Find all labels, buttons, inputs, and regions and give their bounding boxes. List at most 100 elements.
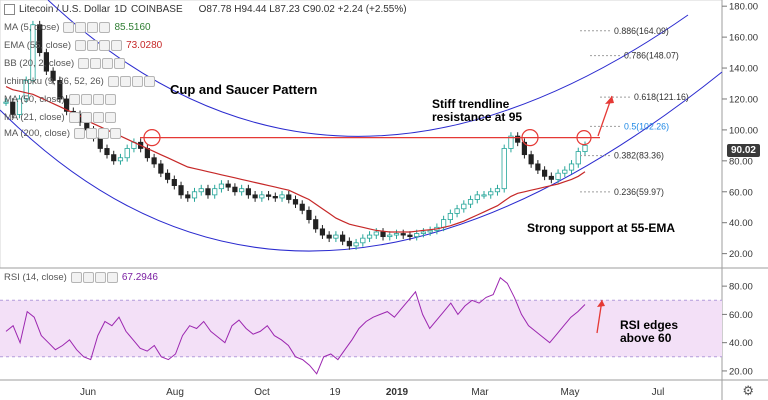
candle-body bbox=[259, 194, 265, 199]
resistance-touch-circle bbox=[143, 129, 161, 147]
candle-body bbox=[191, 191, 198, 199]
candle-body bbox=[521, 141, 528, 156]
rsi-legend-controls[interactable] bbox=[70, 272, 118, 283]
candle-body bbox=[57, 80, 63, 100]
indicator-controls[interactable] bbox=[68, 94, 116, 105]
candle-body bbox=[245, 188, 251, 196]
candle-body bbox=[474, 194, 480, 200]
indicator-legend-row[interactable]: Ichimoku (9, 26, 52, 26) bbox=[4, 76, 159, 87]
projection-arrow-head bbox=[605, 96, 614, 104]
candle-body bbox=[50, 70, 56, 81]
price-axis-tick-label: 180.00 bbox=[729, 2, 758, 13]
candle-body bbox=[43, 52, 49, 72]
candle-body bbox=[488, 191, 494, 196]
indicator-controls[interactable] bbox=[78, 58, 126, 69]
rsi-legend[interactable]: RSI (14, close) 67.2946 bbox=[4, 272, 158, 283]
support-annotation: Strong support at 55-EMA bbox=[527, 221, 676, 235]
indicator-controls[interactable] bbox=[75, 40, 123, 51]
rsi-annotation: RSI edges above 60 bbox=[620, 318, 679, 345]
indicator-legend-row[interactable]: MA (200, close) bbox=[4, 128, 125, 139]
candle-body bbox=[427, 230, 433, 233]
fib-level-label: 0.5(102.26) bbox=[624, 121, 669, 131]
resistance-annotation: Stiff trendline resistance at 95 bbox=[432, 97, 523, 124]
indicator-label: EMA (55, close) bbox=[4, 40, 72, 51]
candle-body bbox=[326, 234, 332, 239]
indicator-label: MA (5, close) bbox=[4, 22, 60, 33]
indicator-controls[interactable] bbox=[107, 76, 155, 87]
price-axis-tick-label: 120.00 bbox=[729, 94, 758, 105]
price-axis-tick-label: 40.00 bbox=[729, 218, 753, 229]
candle-body bbox=[272, 196, 278, 199]
candle-body bbox=[414, 233, 420, 238]
time-axis-tick-label: Mar bbox=[471, 387, 489, 398]
candle-body bbox=[212, 188, 218, 196]
indicator-controls[interactable] bbox=[74, 128, 121, 139]
candle-body bbox=[582, 144, 588, 152]
candle-body bbox=[63, 98, 70, 112]
candle-body bbox=[286, 194, 292, 200]
candle-body bbox=[117, 157, 124, 162]
settings-gear-icon[interactable]: ⚙ bbox=[742, 383, 754, 398]
indicator-controls[interactable] bbox=[63, 22, 111, 33]
candle-body bbox=[366, 234, 373, 239]
rsi-arrow-head bbox=[597, 300, 605, 307]
candle-body bbox=[387, 234, 393, 238]
candle-body bbox=[265, 194, 272, 197]
candle-body bbox=[151, 157, 157, 165]
rsi-legend-value: 67.2946 bbox=[121, 272, 158, 283]
indicator-legend-row[interactable]: EMA (55, close) 73.0280 bbox=[4, 40, 162, 51]
candle-body bbox=[340, 234, 346, 242]
indicator-legend-row[interactable]: MA (5, close) 85.5160 bbox=[4, 22, 151, 33]
candle-body bbox=[97, 137, 103, 149]
candle-body bbox=[239, 188, 245, 193]
candle-body bbox=[333, 234, 339, 239]
indicator-label: MA (50, close) bbox=[4, 94, 65, 105]
ema55-line bbox=[5, 86, 586, 233]
exchange-label: COINBASE bbox=[130, 4, 183, 15]
candle-body bbox=[562, 169, 568, 174]
rsi-axis-tick-label: 60.00 bbox=[729, 310, 753, 321]
candle-body bbox=[279, 194, 285, 199]
rsi-line bbox=[5, 276, 586, 375]
candle-body bbox=[360, 237, 366, 244]
candle-body bbox=[575, 151, 581, 165]
candle-body bbox=[400, 233, 406, 236]
indicator-legend-row[interactable]: MA (50, close) bbox=[4, 94, 120, 105]
time-axis-tick-label: Oct bbox=[254, 387, 270, 398]
symbol-name[interactable]: Litecoin / U.S. Dollar bbox=[19, 4, 111, 15]
fib-level-label: 0.382(83.36) bbox=[614, 151, 664, 161]
candle-body bbox=[548, 175, 554, 180]
indicator-value: 85.5160 bbox=[114, 22, 151, 33]
candle-body bbox=[299, 203, 305, 211]
indicator-label: BB (20, 2, close) bbox=[4, 58, 75, 69]
symbol-collapse-icon[interactable] bbox=[4, 4, 15, 15]
interval-label[interactable]: 1D bbox=[114, 4, 127, 15]
indicator-controls[interactable] bbox=[68, 112, 116, 123]
candle-body bbox=[104, 148, 110, 156]
fib-level-label: 0.886(164.09) bbox=[614, 26, 669, 36]
ohlc-values: O87.78 H94.44 L87.23 C90.02 +2.24 (+2.55… bbox=[198, 4, 407, 15]
candle-body bbox=[37, 24, 43, 53]
candle-body bbox=[205, 188, 211, 196]
candle-body bbox=[555, 172, 561, 180]
indicator-legend-row[interactable]: BB (20, 2, close) bbox=[4, 58, 129, 69]
candle-body bbox=[461, 203, 467, 210]
candle-body bbox=[494, 188, 501, 193]
candle-body bbox=[30, 24, 36, 81]
candle-body bbox=[393, 233, 400, 236]
indicator-legend-row[interactable]: MA (21, close) bbox=[4, 112, 120, 123]
candle-body bbox=[501, 148, 507, 190]
candle-body bbox=[346, 240, 352, 247]
candle-body bbox=[481, 194, 487, 197]
candle-body bbox=[10, 101, 16, 115]
candle-body bbox=[178, 185, 184, 196]
time-axis-tick-label: May bbox=[561, 387, 580, 398]
time-axis-tick-label: Jul bbox=[652, 387, 665, 398]
candle-body bbox=[306, 209, 312, 221]
fib-level-label: 0.618(121.16) bbox=[634, 92, 689, 102]
fib-level-label: 0.236(59.97) bbox=[614, 187, 664, 197]
candle-body bbox=[467, 199, 474, 205]
candle-body bbox=[319, 228, 326, 236]
price-axis-tick-label: 80.00 bbox=[729, 156, 753, 167]
